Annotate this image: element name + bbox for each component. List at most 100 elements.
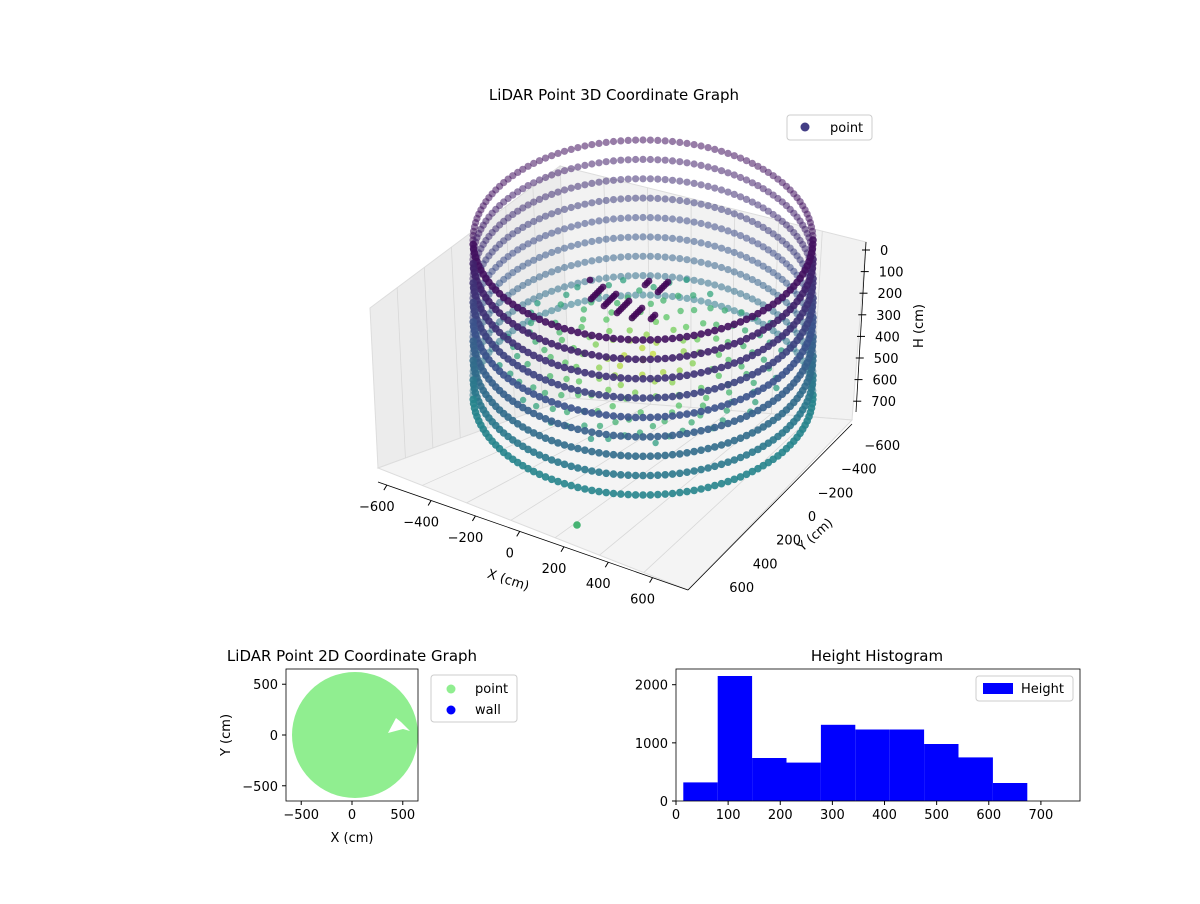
point-3d [617,374,625,382]
histogram-x-tick-label: 200 [768,808,793,823]
histogram-legend: Height [976,676,1073,701]
point-3d [711,185,718,192]
point-3d [617,176,624,183]
point-3d [639,394,647,402]
histogram-y-tick-label: 1000 [635,737,668,752]
point-3d [588,332,596,340]
point-3d [554,208,561,215]
point-3d [574,183,581,190]
point-3d [669,157,676,164]
point-3d [568,165,575,172]
point-3d [624,375,632,383]
point-3d [724,381,732,389]
point-3d [724,266,731,273]
point-3d [642,282,649,289]
point-3d [561,344,569,352]
point-3d [675,293,681,299]
point-3d [610,274,617,281]
point-3d [574,387,582,395]
point-3d [718,402,726,410]
point-3d [690,487,698,495]
point-3d [690,409,698,417]
point-3d [654,375,662,383]
x-tick-label-3d: 200 [542,562,567,577]
point-3d [563,292,569,298]
point-3d [697,350,705,358]
point-3d [581,297,588,304]
point-3d [561,283,568,290]
point-3d [661,471,669,479]
point-3d [632,253,639,260]
point-3d [574,260,581,267]
point-3d [574,222,581,229]
point-3d [574,329,582,337]
point-3d [588,296,595,303]
point-3d [561,206,568,213]
point-3d [738,309,744,315]
point-3d [568,223,575,230]
point-3d [639,253,646,260]
histogram-title: Height Histogram [811,647,943,665]
legend-2d-point-label: point [475,682,508,697]
point-3d [610,138,617,145]
point-3d [617,137,624,144]
z-tick-label-3d: 600 [873,374,898,389]
point-3d [731,152,738,159]
point-3d [632,375,640,383]
point-3d [647,491,655,499]
point-3d [610,157,617,164]
histogram-bar [787,763,821,801]
point-3d [561,422,569,430]
point-3d [595,256,602,263]
x-axis-label-2d: X (cm) [331,831,374,846]
point-3d [567,346,575,354]
point-3d [647,253,654,260]
point-3d [617,471,625,479]
histogram-bar [924,744,958,801]
point-3d [711,385,719,393]
point-3d [654,214,661,221]
point-3d [588,467,596,475]
point-3d [625,176,632,183]
point-3d [718,461,726,469]
point-3d [567,366,575,374]
point-3d [724,189,731,196]
point-3d [603,236,610,243]
point-3d [595,159,602,166]
point-3d [561,186,568,193]
point-3d [683,179,690,186]
point-3d [669,254,676,261]
point-3d [561,148,568,155]
point-3d [654,452,662,460]
point-3d [654,195,661,202]
point-3d [595,430,603,438]
point-3d [632,156,639,163]
point-3d [542,193,549,200]
point-3d [639,491,647,499]
point-3d [632,272,639,279]
point-3d [731,268,738,275]
point-3d [581,330,589,338]
y-tick-label-3d: 600 [729,581,754,596]
point-3d [711,262,718,269]
point-3d [707,291,713,297]
point-3d [690,360,696,366]
point-3d [662,157,669,164]
point-3d [620,277,626,283]
point-3d [603,178,610,185]
point-3d [705,222,712,229]
point-3d [469,279,477,287]
point-3d [724,420,732,428]
point-3d [548,268,555,275]
point-3d [650,284,656,290]
point-3d [690,332,698,340]
point-3d [581,427,589,435]
point-3d-isolated [573,521,581,529]
histogram-x-tick-label: 0 [672,808,680,823]
point-3d [602,392,610,400]
point-3d [724,150,731,157]
point-3d [612,419,618,425]
point-3d [704,348,712,356]
point-3d [718,422,726,430]
